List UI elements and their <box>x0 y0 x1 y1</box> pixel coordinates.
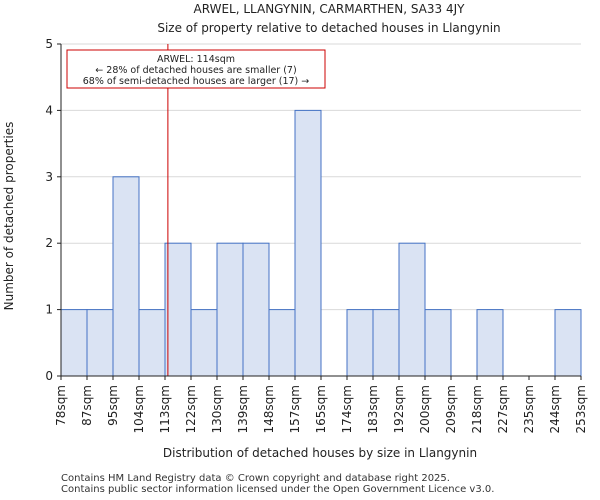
x-tick-label: 192sqm <box>392 385 406 433</box>
footer: Contains HM Land Registry data © Crown c… <box>61 473 494 495</box>
bar <box>164 242 192 377</box>
x-tick-label: 78sqm <box>54 385 68 426</box>
x-tick-label: 139sqm <box>236 385 250 433</box>
bar <box>476 309 504 377</box>
y-tick-label: 2 <box>45 236 53 250</box>
chart-title: ARWEL, LLANGYNIN, CARMARTHEN, SA33 4JY <box>194 2 466 16</box>
x-tick-label: 235sqm <box>522 385 536 433</box>
bar <box>216 242 244 377</box>
annotation-line-2: ← 28% of detached houses are smaller (7) <box>95 65 296 76</box>
bar <box>112 176 140 377</box>
bar-chart: ARWEL, LLANGYNIN, CARMARTHEN, SA33 4JY S… <box>2 2 588 460</box>
y-tick-label: 3 <box>45 170 53 184</box>
x-tick-label: 253sqm <box>574 385 588 433</box>
x-tick-label: 218sqm <box>470 385 484 433</box>
x-tick-label: 227sqm <box>496 385 510 433</box>
footer-line-2: Contains public sector information licen… <box>61 484 495 495</box>
x-tick-label: 183sqm <box>366 385 380 433</box>
bar <box>86 309 114 377</box>
bar <box>268 309 296 377</box>
marker-annotation: ARWEL: 114sqm ← 28% of detached houses a… <box>66 49 326 89</box>
y-axis-label: Number of detached properties <box>2 122 16 311</box>
bar <box>372 309 400 377</box>
x-axis-label: Distribution of detached houses by size … <box>163 446 477 460</box>
bar <box>242 242 270 377</box>
x-tick-label: 95sqm <box>106 385 120 426</box>
x-tick-label: 157sqm <box>288 385 302 433</box>
x-tick-label: 244sqm <box>548 385 562 433</box>
x-tick-label: 165sqm <box>314 385 328 433</box>
x-tick-label: 113sqm <box>158 385 172 433</box>
bar <box>424 309 452 377</box>
bar <box>554 309 582 377</box>
y-tick-label: 5 <box>45 37 53 51</box>
footer-line-1: Contains HM Land Registry data © Crown c… <box>61 473 450 484</box>
y-tick-label: 0 <box>45 369 53 383</box>
x-tick-label: 104sqm <box>132 385 146 433</box>
bar <box>138 309 166 377</box>
x-tick-label: 200sqm <box>418 385 432 433</box>
x-tick-label: 122sqm <box>184 385 198 433</box>
annotation-line-3: 68% of semi-detached houses are larger (… <box>83 76 310 87</box>
bar <box>190 309 218 377</box>
bar <box>346 309 374 377</box>
chart-subtitle: Size of property relative to detached ho… <box>157 21 500 35</box>
y-tick-label: 1 <box>45 303 53 317</box>
bar <box>60 309 88 377</box>
x-tick-label: 87sqm <box>80 385 94 426</box>
x-tick-label: 209sqm <box>444 385 458 433</box>
annotation-box <box>66 49 326 89</box>
x-tick-label: 174sqm <box>340 385 354 433</box>
y-tick-label: 4 <box>45 103 53 117</box>
x-tick-label: 130sqm <box>210 385 224 433</box>
x-tick-label: 148sqm <box>262 385 276 433</box>
bar <box>398 242 426 377</box>
annotation-line-1: ARWEL: 114sqm <box>157 54 235 65</box>
bar <box>294 109 322 377</box>
